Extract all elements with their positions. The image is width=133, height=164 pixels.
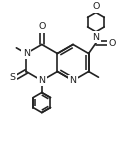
Text: S: S	[9, 73, 15, 82]
Text: N: N	[92, 33, 99, 42]
Text: O: O	[108, 39, 116, 48]
Text: N: N	[38, 76, 45, 85]
Text: N: N	[70, 76, 76, 85]
Text: O: O	[92, 2, 100, 11]
Text: N: N	[23, 49, 30, 58]
Text: O: O	[38, 22, 45, 31]
